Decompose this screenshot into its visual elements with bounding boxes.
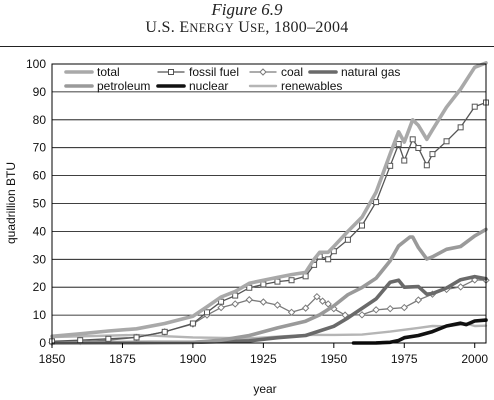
legend-label: total bbox=[97, 65, 120, 79]
legend-item-fossil-fuel: fossil fuel bbox=[157, 65, 239, 79]
series-line-natural-gas bbox=[50, 274, 488, 345]
coal-point bbox=[456, 283, 465, 291]
legend-label: petroleum bbox=[97, 79, 150, 93]
legend-label: coal bbox=[281, 65, 303, 79]
fossil-fuel-point bbox=[189, 320, 196, 327]
legend-item-nuclear: nuclear bbox=[156, 79, 228, 93]
fossil-fuel-point bbox=[415, 144, 422, 151]
y-tick-label: 100 bbox=[26, 57, 46, 71]
coal-point bbox=[318, 297, 327, 305]
figure-title: U.S. ENERGY USE, 1800–2004 bbox=[145, 19, 349, 36]
fossil-fuel-point bbox=[204, 309, 210, 316]
y-tick-label: 20 bbox=[33, 280, 47, 294]
fossil-fuel-point bbox=[423, 162, 430, 169]
fossil-fuel-point bbox=[395, 141, 402, 148]
x-tick-label: 1925 bbox=[250, 352, 277, 366]
legend-item-renewables: renewables bbox=[248, 79, 342, 93]
coal-point bbox=[217, 303, 225, 312]
coal-point bbox=[372, 306, 380, 314]
title-rule bbox=[0, 46, 494, 47]
series-line-nuclear bbox=[351, 318, 488, 345]
fossil-fuel-point bbox=[325, 256, 332, 263]
legend-item-natural-gas: natural gas bbox=[308, 65, 400, 79]
series-line-fossil-fuel bbox=[51, 101, 487, 342]
series-line-total bbox=[50, 61, 488, 339]
fossil-fuel-point bbox=[274, 278, 281, 285]
fossil-fuel-point bbox=[387, 162, 394, 169]
x-tick-label: 1850 bbox=[39, 352, 66, 366]
coal-point bbox=[386, 304, 394, 313]
series-petroleum bbox=[50, 227, 488, 345]
x-tick-label: 1975 bbox=[391, 352, 418, 366]
series-fossil-fuel bbox=[49, 99, 489, 345]
legend-label: natural gas bbox=[341, 65, 400, 79]
coal-point bbox=[358, 311, 366, 319]
y-tick-label: 50 bbox=[33, 197, 47, 211]
fossil-fuel-point bbox=[218, 298, 225, 305]
coal-point bbox=[301, 304, 310, 312]
x-tick-label: 1950 bbox=[320, 352, 347, 366]
fossil-fuel-point bbox=[168, 69, 174, 75]
legend-label: nuclear bbox=[189, 79, 228, 93]
legend-item-petroleum: petroleum bbox=[64, 79, 150, 93]
coal-point bbox=[273, 301, 282, 309]
coal-point bbox=[259, 298, 268, 306]
series-nuclear bbox=[351, 318, 488, 345]
fossil-fuel-point bbox=[260, 281, 267, 288]
y-tick-label: 0 bbox=[39, 336, 46, 350]
legend-label: renewables bbox=[281, 79, 342, 93]
fossil-fuel-point bbox=[429, 151, 436, 158]
y-axis-label: quadrillion BTU bbox=[4, 162, 18, 244]
coal-point bbox=[414, 296, 423, 304]
coal-point bbox=[287, 308, 296, 317]
y-tick-label: 70 bbox=[33, 141, 47, 155]
fossil-fuel-point bbox=[401, 157, 408, 164]
fossil-fuel-point bbox=[161, 328, 168, 335]
coal-point bbox=[245, 296, 253, 304]
y-tick-label: 40 bbox=[33, 224, 47, 238]
fossil-fuel-point bbox=[105, 335, 112, 342]
figure-label: Figure 6.9 bbox=[211, 0, 283, 19]
series-total bbox=[50, 61, 488, 339]
coal-point bbox=[313, 292, 321, 301]
coal-point bbox=[259, 68, 267, 76]
legend-item-total: total bbox=[64, 65, 120, 79]
series-natural-gas bbox=[50, 274, 488, 345]
fossil-fuel-point bbox=[77, 337, 84, 344]
fossil-fuel-point bbox=[443, 138, 450, 145]
fossil-fuel-point bbox=[302, 273, 309, 280]
y-tick-label: 30 bbox=[33, 252, 47, 266]
coal-point bbox=[324, 300, 332, 308]
fossil-fuel-point bbox=[373, 199, 380, 206]
coal-point bbox=[400, 303, 408, 312]
fossil-fuel-point bbox=[133, 334, 140, 341]
y-tick-label: 80 bbox=[33, 113, 47, 127]
plot-frame bbox=[51, 63, 487, 344]
x-axis-label: year bbox=[253, 382, 276, 396]
y-tick-label: 10 bbox=[33, 308, 47, 322]
fossil-fuel-point bbox=[409, 136, 416, 143]
x-tick-label: 2000 bbox=[461, 352, 488, 366]
fossil-fuel-point bbox=[471, 103, 478, 110]
x-tick-label: 1875 bbox=[109, 352, 136, 366]
y-tick-label: 90 bbox=[33, 85, 47, 99]
series-line-petroleum bbox=[50, 227, 488, 345]
legend-item-coal: coal bbox=[249, 65, 303, 79]
x-tick-label: 1900 bbox=[180, 352, 207, 366]
fossil-fuel-point bbox=[359, 222, 365, 229]
fossil-fuel-point bbox=[344, 236, 351, 243]
fossil-fuel-point bbox=[457, 124, 464, 131]
fossil-fuel-point bbox=[288, 277, 295, 284]
legend-label: fossil fuel bbox=[189, 65, 239, 79]
y-tick-label: 60 bbox=[33, 169, 47, 183]
coal-point bbox=[231, 300, 239, 308]
